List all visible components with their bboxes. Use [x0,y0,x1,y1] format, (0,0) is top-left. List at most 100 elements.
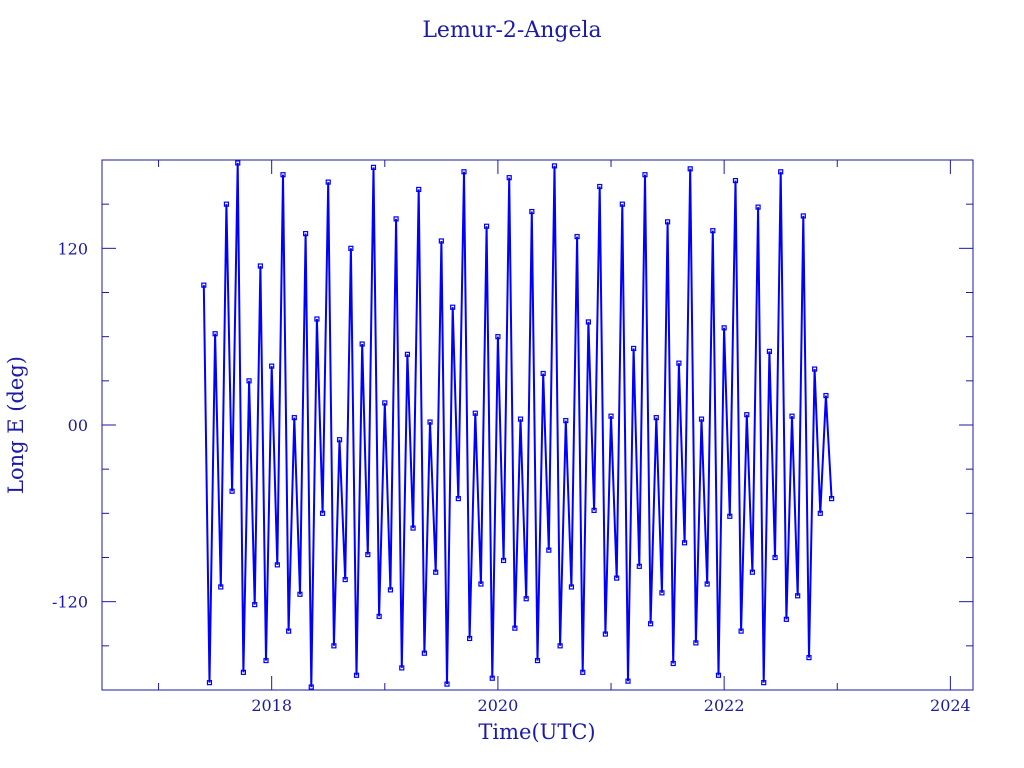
data-point [348,245,354,251]
data-point [438,238,444,244]
data-point [568,584,575,590]
data-point [325,179,331,185]
data-point [721,325,727,331]
data-point [319,510,326,516]
data-point [240,669,246,675]
x-tick-label: 2018 [251,696,292,715]
data-point [478,581,484,587]
data-point [218,584,224,590]
data-point [551,163,558,169]
data-point [269,363,275,369]
data-point [246,378,252,384]
data-point [744,412,750,418]
data-point [574,233,580,240]
data-point [433,569,439,575]
data-point [353,672,360,678]
data-point [359,341,365,347]
data-point [472,410,478,416]
data-point [399,665,405,671]
data-point [710,228,716,234]
data-point [715,672,722,678]
data-point [416,186,422,193]
data-point [450,304,456,310]
data-point [229,488,235,494]
data-point [252,602,258,608]
data-point [382,400,388,406]
data-point [585,319,592,325]
data-point [467,635,473,642]
data-point [495,334,501,340]
data-point [297,591,303,597]
chart-title: Lemur-2-Angela [422,18,601,43]
data-point [427,419,433,425]
data-point [812,366,818,372]
data-point [483,223,490,229]
data-point [795,593,801,599]
data-point [591,507,597,513]
data-point [223,201,230,207]
data-point [602,631,608,637]
data-point [783,616,789,622]
series-line [202,162,833,688]
data-point [557,643,563,649]
data-point [772,554,778,561]
data-point [291,415,297,421]
data-point [727,513,733,519]
data-point [823,392,829,399]
data-point [738,628,744,634]
data-point [410,525,416,531]
data-point [342,576,348,583]
data-point [563,417,569,424]
data-point [659,590,665,596]
y-tick-label: 120 [57,239,88,258]
data-point [235,160,241,166]
data-point [800,213,806,219]
data-point [619,201,625,207]
data-point [534,657,541,664]
data-point [421,650,427,656]
y-tick-labels: 120 00 -120 [52,239,88,611]
data-point [404,351,411,357]
data-point [597,183,603,190]
data-point [648,621,654,627]
data-point [817,510,823,516]
data-point [778,169,784,175]
data-point [614,575,620,581]
data-point [455,496,461,502]
data-point [201,282,207,288]
data-point [529,208,535,215]
data-point [303,231,309,237]
data-point [676,360,682,366]
x-tick-label: 2024 [930,696,971,715]
data-point [625,678,631,684]
data-point [693,640,699,646]
data-point [766,348,772,354]
data-point [749,569,756,575]
data-point [806,655,812,661]
data-point [280,172,286,178]
data-point [387,587,394,593]
data-point [274,562,280,568]
data-point [370,164,377,170]
data-point [732,178,739,184]
data-point [500,557,507,564]
data-point [642,172,648,178]
data-point [670,660,676,667]
data-point [681,540,688,546]
data-point [314,316,320,322]
data-point [546,547,552,553]
data-point [489,675,495,681]
data-point [263,657,269,664]
data-point [608,413,614,419]
data-point [257,263,263,269]
data-point [461,169,467,175]
data-point [512,625,518,631]
data-point [698,416,705,422]
data-point [308,684,314,690]
data-point [286,628,292,634]
data-point [687,166,693,172]
data-point [206,680,213,686]
x-axis-label: Time(UTC) [478,720,595,744]
x-tick-label: 2020 [478,696,519,715]
